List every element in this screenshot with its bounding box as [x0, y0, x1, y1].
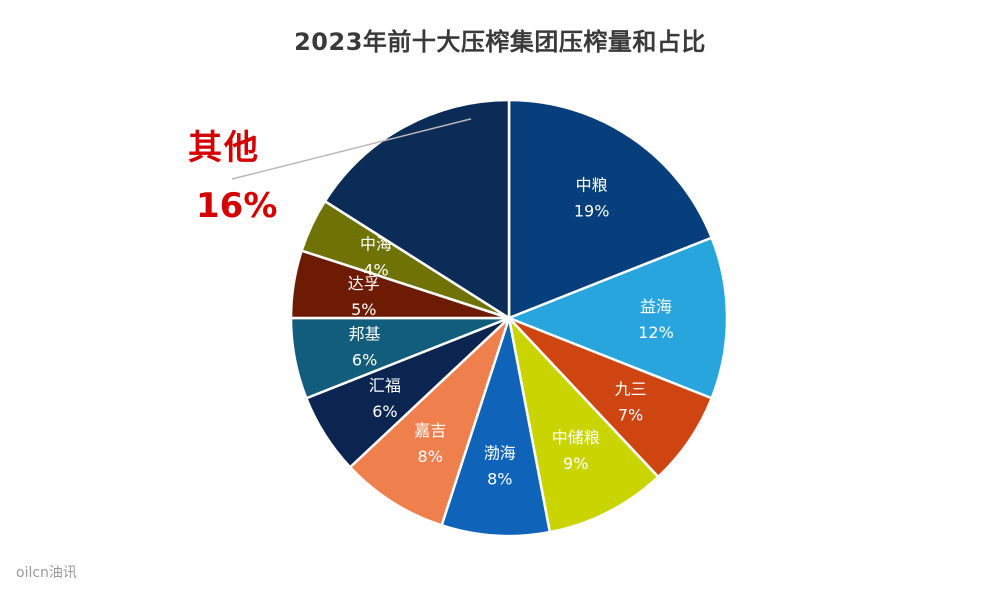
callout-other-name: 其他 [188, 128, 260, 168]
slice-percent-label: 9% [563, 454, 588, 473]
watermark: oilcn油讯 [16, 565, 77, 581]
slice-name-label: 中储粮 [552, 428, 600, 447]
slice-name-label: 中粮 [576, 175, 608, 194]
pie-slice-0 [507, 98, 713, 320]
slice-name-label: 九三 [615, 380, 647, 399]
slice-percent-label: 6% [372, 402, 397, 421]
pie-slice-5 [348, 316, 511, 527]
callout-leader-line [231, 118, 472, 180]
slice-percent-label: 6% [352, 351, 377, 370]
slice-percent-label: 8% [487, 470, 512, 489]
slice-percent-label: 7% [618, 406, 643, 425]
slice-name-label: 嘉吉 [414, 421, 446, 440]
pie-slice-10 [323, 98, 511, 320]
slice-name-label: 益海 [640, 297, 672, 316]
slice-name-label: 渤海 [484, 444, 516, 463]
pie-slice-4 [440, 316, 552, 538]
slice-percent-label: 19% [574, 201, 610, 220]
pie-slice-3 [507, 316, 660, 534]
slice-percent-label: 8% [418, 447, 443, 466]
slice-percent-label: 5% [351, 300, 376, 319]
slice-percent-label: 4% [363, 260, 388, 279]
pie-slice-1 [507, 236, 729, 400]
slice-name-label: 达孚 [348, 274, 380, 293]
callout-other-percent: 16% [196, 186, 278, 226]
slice-name-label: 邦基 [349, 325, 381, 344]
slice-percent-label: 12% [638, 323, 674, 342]
slice-name-label: 汇福 [369, 376, 401, 395]
chart-title: 2023年前十大压榨集团压榨量和占比 [294, 28, 706, 56]
